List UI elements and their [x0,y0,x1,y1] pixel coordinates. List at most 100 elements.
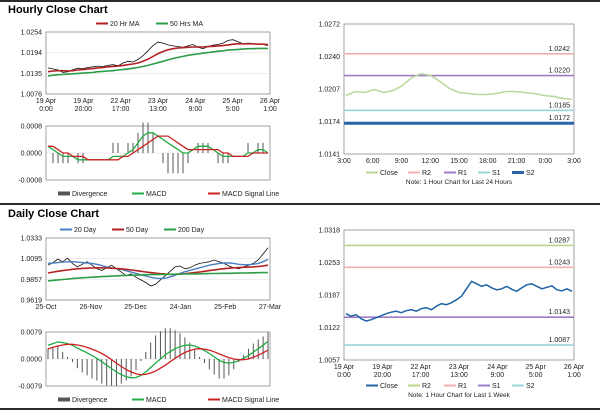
x-tick-label: 20:00 [374,372,392,379]
top-divider [0,0,600,2]
y-tick-label: 1.0141 [319,152,341,159]
hourly-section-title: Hourly Close Chart [8,4,108,16]
y-tick-label: 0.0000 [21,357,43,364]
y-tick-label: 1.0174 [319,119,341,126]
y-tick-label: 1.0254 [21,30,43,37]
hourly-close-chart: 1.0242 1.0220 1.0185 1.0172 1.0272 1.0240 1.02… [319,22,581,187]
legend-label: MACD [146,397,167,404]
hourly-price-chart: 20 Hr MA 50 Hrs MA 1.0254 1.0194 1.0135 1.007… [21,21,281,113]
legend-label: Close [380,383,398,390]
legend-label: 20 Hr MA [110,21,140,28]
y-tick-label: 1.0272 [319,22,341,29]
x-tick-label: 25 Apr [526,364,547,371]
x-tick-label: 21:00 [508,158,526,165]
daily-macd-chart: 0.0079 0.0000 -0.0079 Divergence MACD MACD Si… [18,328,279,404]
series-line-macd [47,340,269,379]
y-tick-label: 0.9619 [21,298,43,305]
x-tick-label: 3:00 [337,158,351,165]
x-tick-label: 22 Apr [111,98,132,105]
series-line-50-hrs-ma [47,47,268,77]
y-tick-label: 0.0008 [21,124,43,131]
x-tick-label: 20:00 [75,106,93,113]
legend-label: MACD Signal Line [222,191,279,198]
legend-label: S1 [492,383,501,390]
x-tick-label: 9:00 [189,106,203,113]
y-tick-label: 1.0333 [21,236,43,243]
daily-price-frame [45,237,271,301]
daily-price-chart: 20 Day 50 Day 200 Day 1.0333 1.0095 0.9857 0.9… [21,227,282,311]
series-line-close [345,72,573,101]
y-tick-label: 1.0207 [319,87,341,94]
legend-label: S2 [526,170,535,177]
y-tick-label: 1.0076 [21,92,43,99]
x-tick-label: 24 Apr [487,364,508,371]
x-tick-label: 17:00 [112,106,130,113]
level-label-r1: 1.0220 [549,68,571,75]
level-label-s2: 1.0172 [549,115,571,122]
x-tick-label: 5:00 [226,106,240,113]
legend-label: Divergence [72,397,108,404]
legend-label: R1 [458,170,467,177]
series-line-signal [47,343,269,376]
chart-note: Note: 1 Hour Chart for Last 24 Hours [406,179,513,186]
level-label-r2: 1.0242 [549,46,571,53]
x-tick-label: 24 Apr [185,98,206,105]
x-tick-label: 15:00 [450,158,468,165]
y-tick-label: -0.0008 [18,178,42,185]
level-label-r2: 1.0287 [549,237,571,244]
hourly-price-frame [45,31,271,95]
series-line-price [47,39,269,73]
x-tick-label: 5:00 [529,372,543,379]
chart-note: Note: 1 Hour Chart for Last 1 Week [408,392,511,399]
series-line-50-day [47,264,269,276]
series-line-signal [48,135,268,161]
legend-label: MACD Signal Line [222,397,279,404]
legend-label: 20 Day [74,227,97,234]
x-tick-label: 0:00 [538,158,552,165]
legend-label: S1 [492,170,501,177]
x-tick-label: 19 Apr [334,364,355,371]
hourly-macd-chart: 0.0008 0.0000 -0.0008 Divergence MACD MACD Si… [18,122,279,198]
legend-label: S2 [526,383,535,390]
level-label-s2: 1.0087 [549,337,571,344]
x-tick-label: 3:00 [567,158,581,165]
legend-label: 50 Hrs MA [170,21,203,28]
legend-label: R2 [422,170,431,177]
x-tick-label: 17:00 [412,372,430,379]
x-tick-label: 19 Apr [73,98,94,105]
x-tick-label: 26 Apr [564,364,585,371]
y-tick-label: 1.0057 [319,358,341,365]
daily-close-frame [343,229,575,361]
x-tick-label: 26-Nov [80,304,103,311]
legend-label: R2 [422,383,431,390]
legend-label: 50 Day [126,227,149,234]
y-tick-label: 1.0095 [21,256,43,263]
series-line-200-day [47,271,268,282]
legend-label: Close [380,170,398,177]
y-tick-label: 1.0240 [319,54,341,61]
x-tick-label: 25-Oct [35,304,56,311]
x-tick-label: 19 Apr [36,98,57,105]
x-tick-label: 9:00 [395,158,409,165]
x-tick-label: 19 Apr [372,364,393,371]
x-tick-label: 25 Apr [223,98,244,105]
middle-divider [0,203,600,205]
x-tick-label: 25-Dec [124,304,147,311]
x-tick-label: 22 Apr [411,364,432,371]
y-tick-label: 1.0122 [319,325,341,332]
series-line-price [47,247,269,287]
level-label-s1: 1.0185 [549,102,571,109]
x-tick-label: 13:00 [450,372,468,379]
x-tick-label: 27-Mar [259,304,282,311]
x-tick-label: 26 Apr [260,98,281,105]
x-tick-label: 1:00 [567,372,581,379]
legend-label: MACD [146,191,167,198]
y-tick-label: 0.0000 [21,151,43,158]
y-tick-label: 0.9857 [21,277,43,284]
series-line-close [345,280,573,322]
hourly-close-frame [343,23,575,155]
x-tick-label: 23 Apr [148,98,169,105]
y-tick-label: -0.0079 [18,384,42,391]
x-tick-label: 0:00 [337,372,351,379]
x-tick-label: 9:00 [491,372,505,379]
